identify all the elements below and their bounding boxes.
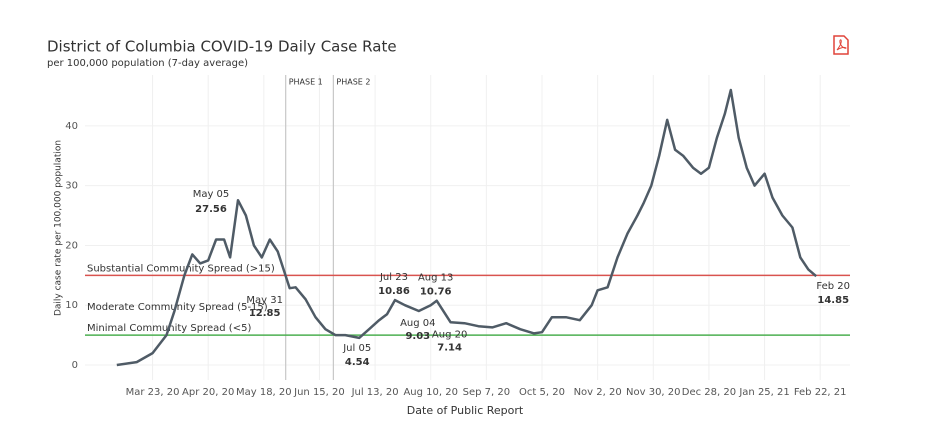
annotation-value: 7.14: [437, 342, 462, 353]
annotation-value: 10.86: [378, 286, 410, 297]
x-tick-label: Sep 7, 20: [463, 387, 510, 398]
x-tick-label: Jul 13, 20: [351, 387, 399, 398]
annotation-date: May 31: [246, 295, 283, 306]
chart-title: District of Columbia COVID-19 Daily Case…: [47, 38, 397, 56]
x-tick-label: Nov 30, 20: [626, 387, 681, 398]
annotation-date: Aug 20: [432, 329, 467, 340]
annotation-date: Jul 23: [379, 272, 408, 283]
pdf-icon-outline[interactable]: [833, 35, 849, 55]
y-axis-title: Daily case rate per 100,000 population: [54, 140, 64, 316]
x-tick-label: Jun 15, 20: [293, 387, 345, 398]
annotation-value: 10.76: [420, 287, 452, 298]
x-tick-label: Jan 25, 21: [738, 387, 789, 398]
y-tick-label: 20: [65, 240, 78, 251]
x-tick-label: Mar 23, 20: [126, 387, 180, 398]
annotation-date: Feb 20: [816, 281, 850, 292]
annotation-date: Jul 05: [342, 343, 371, 354]
annotation-date: Aug 04: [400, 318, 435, 329]
phase-label: PHASE 2: [336, 78, 370, 87]
annotation-value: 9.03: [405, 331, 430, 342]
x-tick-label: Oct 5, 20: [519, 387, 565, 398]
y-tick-label: 40: [65, 121, 78, 132]
annotation-value: 4.54: [345, 357, 370, 368]
y-tick-label: 0: [72, 360, 78, 371]
x-tick-label: Apr 20, 20: [182, 387, 234, 398]
phase-label: PHASE 1: [289, 78, 323, 87]
reference-label: Substantial Community Spread (>15): [87, 263, 275, 274]
x-tick-label: Feb 22, 21: [794, 387, 847, 398]
y-tick-label: 10: [65, 300, 78, 311]
pdf-icon-glyph[interactable]: [836, 39, 847, 51]
x-tick-label: May 18, 20: [236, 387, 292, 398]
pdf-icon[interactable]: [833, 35, 849, 55]
x-tick-label: Dec 28, 20: [682, 387, 736, 398]
annotation-date: May 05: [193, 189, 230, 200]
annotation-value: 14.85: [817, 295, 849, 306]
annotation-value: 12.85: [249, 308, 281, 319]
series-line: [116, 88, 818, 367]
x-axis-title: Date of Public Report: [407, 404, 524, 417]
annotation-value: 27.56: [195, 204, 227, 215]
annotation-date: Aug 13: [418, 273, 453, 284]
x-tick-label: Aug 10, 20: [403, 387, 458, 398]
chart-subtitle: per 100,000 population (7-day average): [47, 58, 248, 69]
range-label: Moderate Community Spread (5-15): [87, 302, 268, 313]
x-tick-label: Nov 2, 20: [574, 387, 622, 398]
y-tick-label: 30: [65, 181, 78, 192]
